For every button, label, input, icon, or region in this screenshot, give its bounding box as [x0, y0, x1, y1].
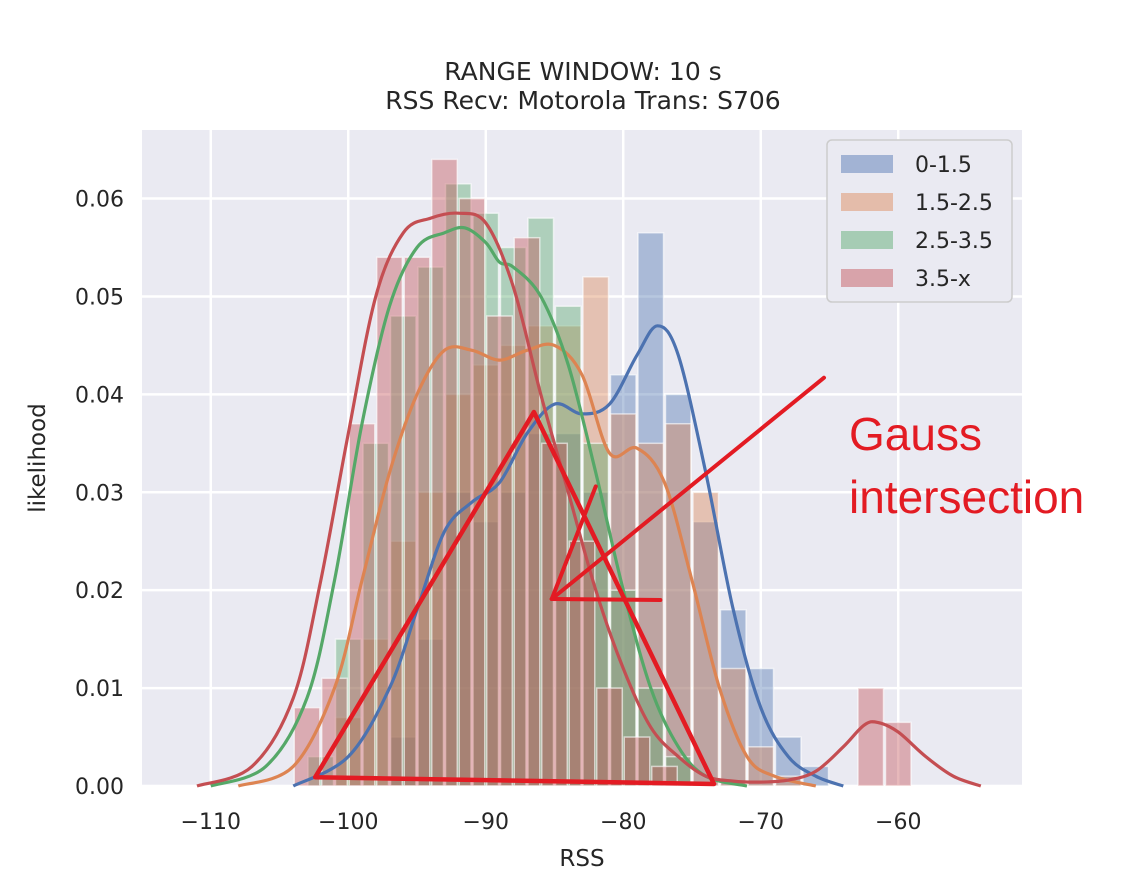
kde-line-1.5-2.5 [237, 342, 817, 788]
histogram-bar [692, 520, 720, 787]
legend-label: 1.5-2.5 [915, 191, 993, 216]
legend-swatch-0-1.5 [841, 155, 893, 173]
histogram-bar [389, 315, 417, 787]
legend-frame [826, 139, 1013, 303]
histogram-bar [857, 687, 885, 787]
annotation-arrowhead-upper [549, 484, 598, 601]
chart-subtitle: RSS Recv: Motorola Trans: S706 [385, 86, 780, 115]
y-tick-label: 0.00 [75, 775, 124, 800]
annotation-arrow-line [549, 375, 826, 601]
kde-lines [196, 211, 982, 788]
y-axis-label: likelihood [25, 403, 51, 513]
bars-series-1.5-2.5 [334, 276, 802, 787]
histogram-bar [444, 183, 472, 787]
x-tick-label: −90 [463, 810, 509, 835]
histogram-bar [513, 236, 541, 787]
histogram-bar [541, 442, 568, 787]
histogram-bar [582, 276, 610, 787]
annotation-text-line-2: intersection [849, 471, 1084, 523]
chart-title: RANGE WINDOW: 10 s [444, 57, 721, 86]
grid [142, 130, 1022, 788]
legend-swatch-2.5-3.5 [841, 231, 893, 249]
x-axis-label: RSS [559, 846, 604, 872]
x-tick-label: −80 [600, 810, 646, 835]
histogram-bar [431, 158, 458, 787]
legend: 0-1.5 1.5-2.5 2.5-3.5 3.5-x [826, 139, 1013, 303]
legend-label: 0-1.5 [915, 153, 972, 178]
annotation-text-line-1: Gauss [849, 408, 982, 460]
y-tick-label: 0.05 [75, 285, 124, 310]
histogram-bar [664, 393, 692, 787]
histogram-bar [554, 305, 582, 787]
x-tick-label: −110 [181, 810, 241, 835]
histogram-bar [747, 746, 775, 787]
legend-label: 3.5-x [915, 267, 971, 292]
bars-series-3.5-x [293, 158, 912, 787]
histogram-bar [403, 256, 431, 787]
histogram-bar [458, 197, 486, 787]
x-tick-label: −70 [738, 810, 784, 835]
y-tick-label: 0.01 [75, 677, 124, 702]
histogram-bar [623, 736, 651, 787]
y-tick-label: 0.03 [75, 481, 124, 506]
y-tick-label: 0.06 [75, 188, 124, 213]
legend-swatch-1.5-2.5 [841, 193, 893, 211]
bars-series-2.5-3.5 [307, 183, 692, 787]
kde-line-3.5-x [196, 211, 982, 788]
ticks: −110 −100 −90 −80 −70 −60 0.00 0.01 0.02 0.03 0.04… [75, 188, 921, 835]
histogram-bar [499, 246, 527, 787]
y-tick-label: 0.02 [75, 579, 124, 604]
histogram-bar [486, 315, 513, 787]
annotation [312, 375, 826, 787]
x-tick-label: −100 [318, 810, 378, 835]
histogram-bars [293, 158, 912, 787]
annotation-arrowhead-lower [549, 596, 663, 602]
kde-line-2.5-3.5 [210, 225, 748, 788]
x-tick-label: −60 [875, 810, 921, 835]
y-tick-label: 0.04 [75, 383, 124, 408]
histogram-bar [472, 364, 500, 787]
bars-series-0-1.5 [389, 232, 830, 787]
histogram-bar [596, 687, 623, 787]
legend-label: 2.5-3.5 [915, 229, 993, 254]
legend-swatch-3.5-x [841, 269, 893, 287]
